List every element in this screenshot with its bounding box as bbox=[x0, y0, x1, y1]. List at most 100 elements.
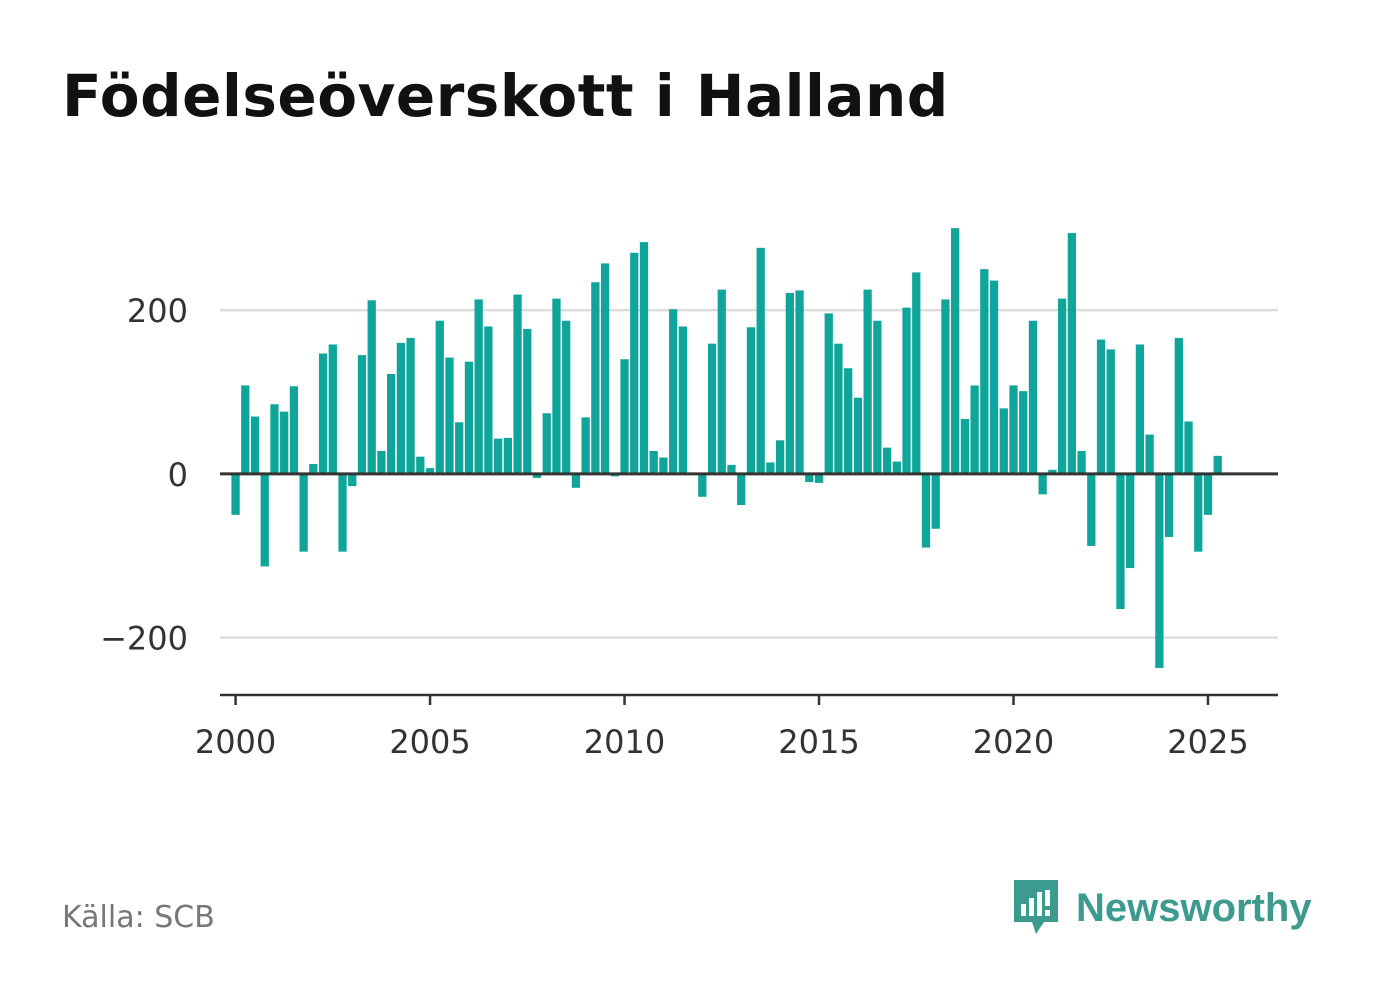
bar bbox=[338, 473, 347, 552]
bar bbox=[260, 473, 269, 567]
bar bbox=[493, 438, 503, 474]
bar bbox=[873, 320, 882, 474]
bar bbox=[1116, 473, 1125, 610]
bar bbox=[882, 447, 892, 474]
bar bbox=[756, 247, 765, 474]
bar bbox=[1184, 421, 1193, 474]
bar bbox=[960, 419, 970, 474]
bar bbox=[1194, 473, 1203, 552]
bar bbox=[1067, 233, 1076, 474]
x-tick-label: 2005 bbox=[389, 723, 470, 761]
bar bbox=[1087, 473, 1096, 546]
brand-logo: Newsworthy bbox=[1010, 878, 1312, 938]
y-tick-label: 0 bbox=[168, 456, 188, 494]
bar bbox=[1077, 450, 1086, 474]
bar bbox=[1057, 298, 1067, 474]
bar bbox=[1213, 455, 1222, 474]
bar bbox=[785, 292, 794, 474]
bar bbox=[280, 411, 289, 474]
x-tick-label: 2010 bbox=[584, 723, 665, 761]
bar bbox=[1028, 320, 1038, 474]
bar bbox=[892, 461, 901, 474]
bar bbox=[746, 327, 756, 474]
bar bbox=[795, 290, 804, 474]
bar bbox=[250, 416, 260, 474]
bar bbox=[766, 462, 775, 474]
bar bbox=[464, 361, 474, 474]
bar bbox=[980, 269, 989, 474]
x-tick-label: 2000 bbox=[195, 723, 276, 761]
bar bbox=[581, 417, 590, 474]
y-tick-label: −200 bbox=[100, 620, 188, 658]
bar bbox=[552, 298, 561, 474]
bar bbox=[649, 450, 658, 474]
bar bbox=[678, 326, 688, 474]
bar bbox=[231, 473, 240, 515]
bar bbox=[1164, 473, 1174, 537]
bar bbox=[1019, 391, 1028, 474]
bar bbox=[1048, 469, 1057, 474]
bar bbox=[698, 473, 707, 497]
bar bbox=[474, 299, 483, 474]
bar bbox=[445, 357, 454, 474]
newsworthy-logo-icon bbox=[1014, 880, 1058, 934]
bar bbox=[989, 280, 999, 474]
bar bbox=[357, 355, 367, 474]
bar bbox=[931, 473, 940, 529]
bar bbox=[513, 294, 522, 474]
bar bbox=[484, 326, 493, 474]
bar bbox=[1203, 473, 1213, 515]
bar bbox=[591, 282, 600, 474]
bar bbox=[902, 307, 911, 474]
bar bbox=[620, 359, 629, 474]
bar bbox=[1038, 473, 1047, 495]
bar bbox=[1106, 349, 1115, 474]
chart-title: Födelseöverskott i Halland bbox=[62, 62, 949, 130]
bar bbox=[289, 386, 299, 474]
bar bbox=[348, 473, 357, 487]
bar bbox=[328, 344, 337, 474]
bar bbox=[951, 228, 960, 474]
bar bbox=[523, 328, 532, 474]
bar bbox=[318, 353, 328, 474]
bar bbox=[737, 473, 746, 505]
bar bbox=[309, 464, 318, 474]
source-label: Källa: SCB bbox=[62, 900, 215, 935]
bar bbox=[299, 473, 308, 552]
bar bbox=[814, 473, 824, 483]
bar bbox=[659, 457, 668, 474]
bar bbox=[1155, 473, 1164, 668]
bar bbox=[562, 320, 571, 474]
bar bbox=[455, 422, 464, 474]
bar bbox=[571, 473, 581, 488]
bar bbox=[396, 342, 406, 474]
bar bbox=[970, 385, 979, 474]
brand-name: Newsworthy bbox=[1076, 885, 1312, 930]
bar bbox=[367, 300, 376, 474]
bar bbox=[941, 299, 950, 474]
bar bbox=[669, 309, 678, 474]
bar bbox=[805, 473, 814, 483]
bar bbox=[921, 473, 931, 548]
bar bbox=[834, 343, 843, 474]
bar bbox=[532, 473, 542, 478]
bar bbox=[1135, 344, 1145, 474]
bar bbox=[1174, 337, 1183, 474]
bar bbox=[717, 289, 726, 474]
bar bbox=[630, 252, 639, 474]
bar bbox=[639, 242, 649, 474]
bar bbox=[435, 320, 444, 474]
x-tick-label: 2015 bbox=[778, 723, 859, 761]
bar bbox=[270, 404, 279, 474]
bar bbox=[503, 437, 512, 474]
bar bbox=[1145, 434, 1154, 474]
bar bbox=[863, 289, 872, 474]
bar bbox=[775, 440, 785, 474]
y-tick-label: 200 bbox=[127, 292, 188, 330]
bar bbox=[387, 373, 396, 474]
bar bbox=[727, 464, 736, 474]
bar bbox=[241, 385, 250, 474]
bar bbox=[844, 368, 853, 474]
bar bbox=[824, 313, 833, 474]
